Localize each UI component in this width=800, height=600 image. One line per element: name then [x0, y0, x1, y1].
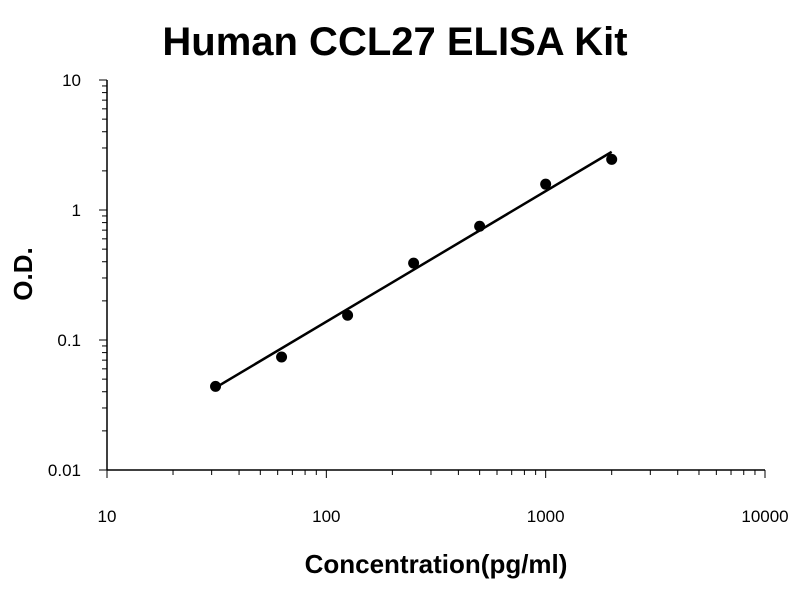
- y-tick-label: 10: [62, 71, 81, 90]
- fit-line: [214, 150, 613, 389]
- y-tick-label: 1: [72, 201, 81, 220]
- x-tick-label: 1000: [527, 507, 565, 526]
- data-point: [408, 257, 420, 269]
- x-tick-label: 10: [98, 507, 117, 526]
- data-point: [210, 380, 222, 392]
- data-point: [342, 309, 354, 321]
- data-point: [606, 153, 618, 165]
- x-tick-label: 100: [312, 507, 340, 526]
- y-tick-label: 0.01: [48, 461, 81, 480]
- x-axis-label: Concentration(pg/ml): [305, 549, 568, 579]
- plot-area: 0.01 0.1 1 10 10 100 1000 10000: [48, 71, 789, 526]
- y-axis-label: O.D.: [8, 247, 38, 300]
- data-point: [474, 220, 486, 232]
- data-point: [276, 351, 288, 363]
- x-tick-label: 10000: [741, 507, 788, 526]
- y-tick-label: 0.1: [57, 331, 81, 350]
- chart-title: Human CCL27 ELISA Kit: [162, 20, 627, 64]
- data-point: [540, 178, 552, 190]
